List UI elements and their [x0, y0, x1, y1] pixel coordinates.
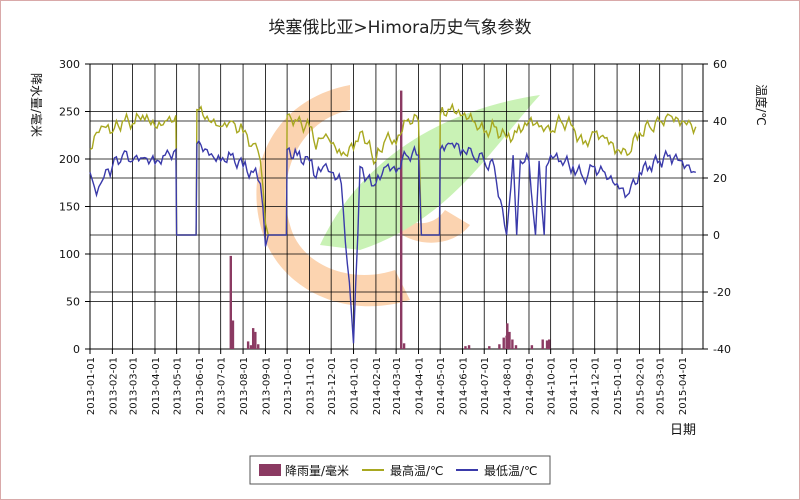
- x-tick-label: 2013-04-01: [151, 357, 162, 415]
- watermark-logo: [256, 85, 540, 307]
- y-tick-label-right: -40: [713, 343, 731, 356]
- x-tick-label: 2014-04-01: [415, 357, 426, 415]
- x-tick-label: 2014-06-01: [459, 357, 470, 415]
- y-tick-label-left: 300: [59, 58, 80, 71]
- precip-bar: [545, 340, 549, 349]
- precip-bar: [467, 345, 471, 349]
- x-tick-label: 2014-11-01: [569, 357, 580, 415]
- x-tick-label: 2015-04-01: [678, 357, 689, 415]
- x-tick-label: 2013-05-01: [173, 357, 184, 415]
- min-temp-line: [89, 139, 696, 344]
- x-tick-label: 2014-12-01: [591, 357, 602, 415]
- legend-swatch-precip: [259, 464, 281, 476]
- precip-bar: [488, 346, 491, 349]
- grid: [89, 63, 704, 350]
- x-tick-label: 2013-06-01: [195, 357, 206, 415]
- axes: 0 50 100 150 200 250 300 -40 -20 0 20 40 60 2013-01-0…: [59, 58, 731, 415]
- x-tick-label: 2015-01-01: [613, 357, 624, 415]
- precip-bar: [508, 331, 511, 349]
- x-tick-label: 2014-07-01: [480, 357, 491, 415]
- precip-bar: [502, 337, 505, 349]
- x-tick-label: 2015-03-01: [656, 357, 667, 415]
- x-tick-label: 2013-02-01: [108, 357, 119, 415]
- precip-bar: [506, 323, 509, 349]
- y-tick-label-right: 0: [713, 229, 720, 242]
- x-tick-label: 2013-12-01: [327, 357, 338, 415]
- legend-label-max: 最高温/℃: [390, 463, 444, 478]
- precip-bar: [464, 346, 467, 349]
- y-tick-label-right: 40: [713, 115, 727, 128]
- x-tick-label: 2015-02-01: [635, 357, 646, 415]
- y-tick-label-left: 100: [59, 248, 80, 261]
- precip-bar: [229, 255, 232, 349]
- x-tick-label: 2014-02-01: [372, 357, 383, 415]
- precip-bar: [249, 345, 253, 349]
- precip-bar: [548, 339, 551, 349]
- y-axis-label-right: 温度/℃: [754, 84, 769, 126]
- x-tick-label: 2014-10-01: [547, 357, 558, 415]
- x-tick-label: 2013-03-01: [129, 357, 140, 415]
- y-tick-label-left: 250: [59, 106, 80, 119]
- y-tick-label-right: 20: [713, 172, 727, 185]
- x-tick-label: 2014-09-01: [525, 357, 536, 415]
- precip-bar: [530, 345, 534, 349]
- y-tick-label-left: 0: [73, 343, 80, 356]
- precip-bar: [402, 343, 406, 349]
- x-tick-label: 2013-08-01: [239, 357, 250, 415]
- x-tick-label: 2014-05-01: [436, 357, 447, 415]
- legend-label-min: 最低温/℃: [484, 464, 538, 478]
- precip-bar: [514, 345, 518, 349]
- legend-box: [249, 455, 551, 485]
- precip-bar: [541, 339, 544, 349]
- x-tick-label: 2013-01-01: [86, 357, 97, 415]
- y-tick-label-right: 60: [713, 58, 727, 71]
- precip-bar: [246, 341, 250, 349]
- y-tick-label-left: 200: [59, 153, 80, 166]
- x-tick-label: 2014-08-01: [503, 357, 514, 415]
- y-tick-label-right: -20: [713, 286, 731, 299]
- x-tick-label: 2013-09-01: [261, 357, 272, 415]
- precip-bar: [254, 331, 257, 349]
- x-tick-label: 2013-07-01: [217, 357, 228, 415]
- precip-bar: [399, 90, 403, 349]
- precip-bar: [231, 320, 235, 349]
- chart-title: 埃塞俄比亚>Himora历史气象参数: [268, 18, 531, 38]
- x-tick-label: 2013-10-01: [283, 357, 294, 415]
- precip-bar: [251, 328, 255, 349]
- x-tick-label: 2014-01-01: [350, 357, 361, 415]
- y-tick-label-left: 50: [66, 296, 80, 309]
- precipitation-bars: [229, 90, 551, 349]
- legend-label-precip: 降雨量/毫米: [285, 463, 349, 478]
- y-axis-label-left: 降水量/毫米: [29, 73, 44, 137]
- precip-bar: [498, 344, 501, 349]
- precip-bar: [511, 339, 514, 349]
- x-tick-label: 2014-03-01: [392, 357, 403, 415]
- y-tick-label-left: 150: [59, 201, 80, 214]
- precip-bar: [257, 344, 260, 349]
- x-tick-label: 2013-11-01: [305, 357, 316, 415]
- legend: 降雨量/毫米 最高温/℃ 最低温/℃: [249, 455, 551, 485]
- temperature-lines: [89, 102, 697, 344]
- x-axis-label: 日期: [670, 423, 696, 438]
